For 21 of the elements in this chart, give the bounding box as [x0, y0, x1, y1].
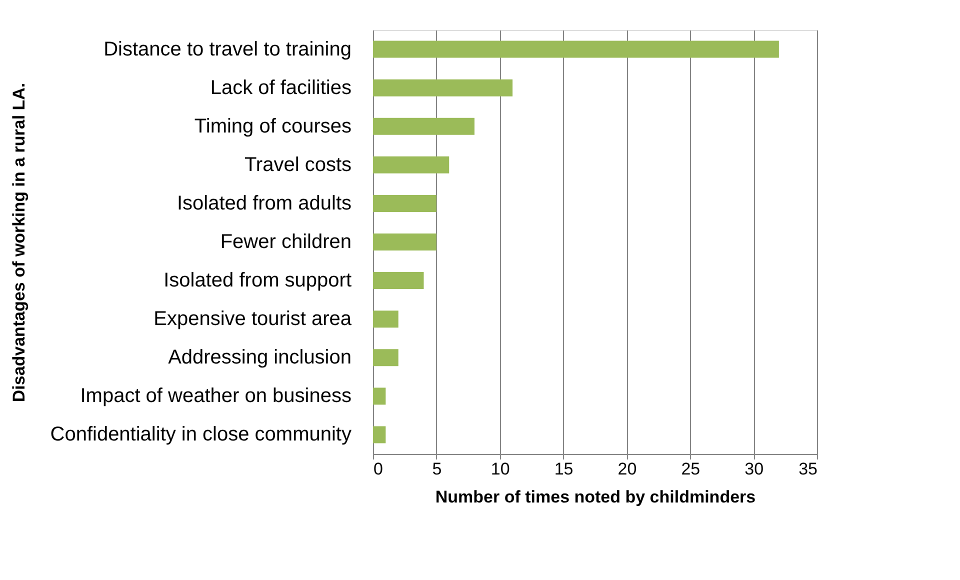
y-tick-label: Expensive tourist area — [154, 308, 352, 330]
y-tick-label: Isolated from adults — [176, 192, 352, 214]
y-tick-label: Timing of courses — [194, 115, 352, 138]
y-tick-label: Distance to travel to training — [104, 38, 352, 60]
y-tick-label: Addressing inclusion — [168, 346, 352, 369]
x-tick-label: 35 — [798, 460, 818, 478]
y-tick-label: Fewer children — [220, 231, 352, 253]
x-tick-label: 30 — [744, 460, 764, 478]
x-tick-label: 25 — [681, 460, 700, 478]
y-tick-label: Impact of weather on business — [80, 385, 352, 408]
y-tick-label: Lack of facilities — [210, 76, 352, 99]
y-tick-label: Confidentiality in close community — [50, 424, 352, 446]
x-tick-label: 10 — [490, 460, 510, 478]
x-tick-label: 5 — [432, 460, 442, 478]
x-tick-label: 20 — [618, 460, 637, 478]
y-tick-label: Isolated from support — [164, 270, 352, 292]
y-tick-label: Travel costs — [244, 154, 352, 176]
y-axis-title: Disadvantages of working in a rural LA. — [10, 82, 28, 402]
x-tick-label: 0 — [374, 460, 383, 478]
x-axis-title: Number of times noted by childminders — [435, 488, 756, 506]
x-tick-label: 15 — [554, 460, 574, 478]
